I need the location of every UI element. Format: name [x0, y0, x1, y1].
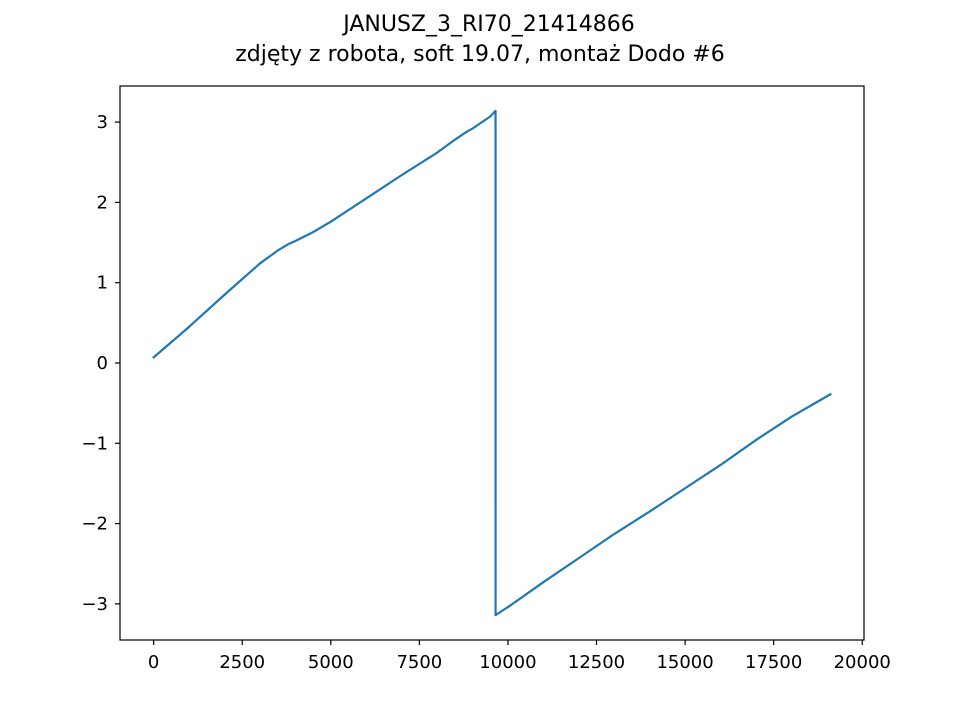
y-tick-label: 0 — [97, 353, 108, 374]
x-tick-label: 7500 — [396, 652, 442, 673]
y-tick-label: 1 — [97, 273, 108, 294]
x-tick-label: 17500 — [745, 652, 802, 673]
y-tick-label: 2 — [97, 192, 108, 213]
x-tick-label: 10000 — [479, 652, 536, 673]
chart-title: JANUSZ_3_RI70_21414866 — [341, 12, 635, 37]
y-tick-label: −1 — [81, 433, 108, 454]
x-tick-label: 2500 — [219, 652, 265, 673]
chart-subtitle: zdjęty z robota, soft 19.07, montaż Dodo… — [235, 42, 724, 67]
x-tick-label: 5000 — [308, 652, 354, 673]
x-tick-label: 15000 — [656, 652, 713, 673]
plot-area — [152, 109, 832, 617]
x-tick-label: 20000 — [834, 652, 891, 673]
y-tick-label: 3 — [97, 112, 108, 133]
y-tick-label: −3 — [81, 594, 108, 615]
x-tick-label: 0 — [148, 652, 159, 673]
x-axis: 0 2500 5000 7500 10000 12500 15000 17500 20000 — [148, 640, 891, 673]
y-axis: −3 −2 −1 0 1 2 3 — [81, 112, 120, 615]
y-tick-label: −2 — [81, 514, 108, 535]
x-tick-label: 12500 — [568, 652, 625, 673]
series-line-0 — [152, 109, 832, 617]
